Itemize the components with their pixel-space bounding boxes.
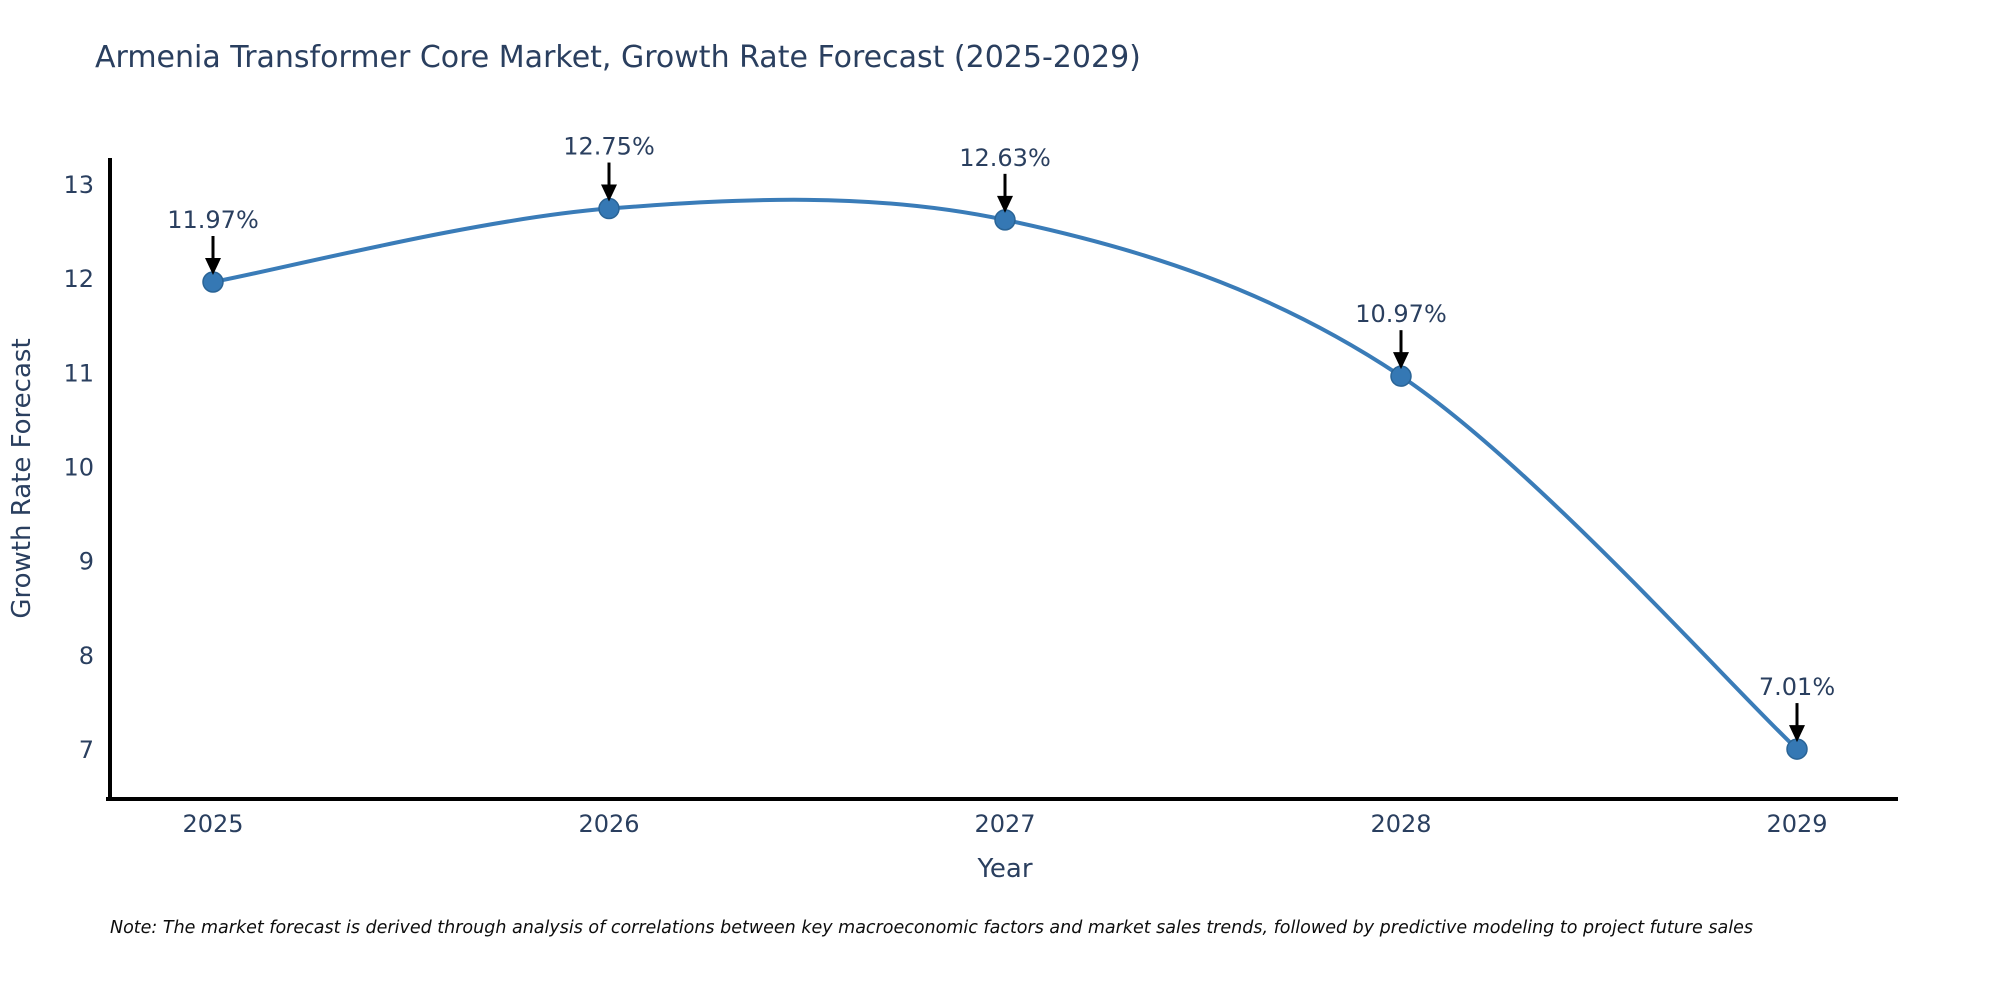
x-tick-label: 2028 — [1370, 810, 1431, 838]
x-tick-label: 2026 — [578, 810, 639, 838]
annotation-arrowhead-icon — [1789, 725, 1805, 743]
y-tick-label: 12 — [63, 265, 94, 293]
data-point-label: 12.63% — [959, 144, 1051, 172]
y-tick-label: 10 — [63, 454, 94, 482]
data-point-label: 10.97% — [1355, 300, 1447, 328]
chart-footnote: Note: The market forecast is derived thr… — [110, 918, 1753, 938]
chart-title: Armenia Transformer Core Market, Growth … — [95, 40, 1141, 75]
annotation-arrowhead-icon — [1393, 352, 1409, 370]
y-tick-label: 7 — [79, 736, 94, 764]
x-tick-label: 2027 — [974, 810, 1035, 838]
y-tick-label: 9 — [79, 548, 94, 576]
y-tick-label: 13 — [63, 171, 94, 199]
annotation-arrowhead-icon — [601, 184, 617, 202]
x-tick-label: 2029 — [1766, 810, 1827, 838]
y-axis-title: Growth Rate Forecast — [7, 338, 37, 618]
annotation-arrowhead-icon — [997, 195, 1013, 213]
y-tick-label: 11 — [63, 359, 94, 387]
x-axis-title: Year — [976, 854, 1032, 884]
growth-rate-line — [211, 197, 1799, 752]
data-point-label: 7.01% — [1759, 673, 1835, 701]
x-tick-label: 2025 — [182, 810, 243, 838]
data-point-label: 12.75% — [563, 133, 655, 161]
y-tick-label: 8 — [79, 642, 94, 670]
annotation-arrowhead-icon — [205, 257, 221, 275]
data-point-label: 11.97% — [167, 206, 259, 234]
